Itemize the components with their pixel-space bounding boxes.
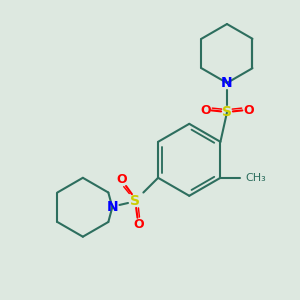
Text: CH₃: CH₃: [245, 173, 266, 183]
Text: S: S: [130, 194, 140, 208]
Text: O: O: [133, 218, 144, 231]
Text: O: O: [243, 104, 254, 117]
Text: S: S: [222, 105, 232, 119]
Text: O: O: [117, 173, 128, 186]
Text: O: O: [200, 104, 211, 117]
Text: N: N: [106, 200, 118, 214]
Text: N: N: [221, 76, 233, 90]
